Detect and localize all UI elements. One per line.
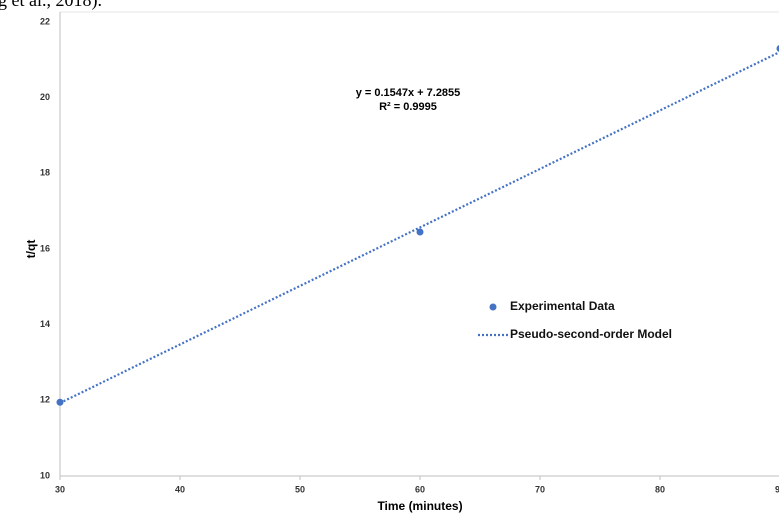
equation: y = 0.1547x + 7.2855: [356, 87, 461, 99]
y-tick-label: 16: [40, 243, 50, 253]
y-tick-label: 18: [40, 168, 50, 178]
data-point: [776, 45, 779, 52]
y-tick-label: 12: [40, 395, 50, 405]
y-tick-label: 22: [40, 16, 50, 26]
legend-label: Experimental Data: [510, 299, 615, 313]
x-tick-label: 50: [295, 484, 305, 494]
legend-label: Pseudo-second-order Model: [510, 327, 672, 341]
y-tick-label: 14: [40, 319, 50, 329]
legend-marker: [489, 303, 497, 311]
y-axis-label: t/qt: [24, 240, 38, 259]
r-squared: R² = 0.9995: [379, 101, 437, 113]
x-tick-label: 60: [415, 484, 425, 494]
header-fragment: g et al., 2018).: [0, 0, 102, 11]
x-tick-label: 30: [55, 484, 65, 494]
y-tick-label: 10: [40, 470, 50, 480]
x-tick-label: 40: [175, 484, 185, 494]
x-tick-label: 90: [775, 484, 779, 494]
y-tick-label: 20: [40, 92, 50, 102]
data-point: [416, 228, 424, 236]
x-tick-label: 70: [535, 484, 545, 494]
x-tick-label: 80: [655, 484, 665, 494]
x-axis-label: Time (minutes): [377, 499, 462, 513]
trend-line: [59, 51, 779, 404]
